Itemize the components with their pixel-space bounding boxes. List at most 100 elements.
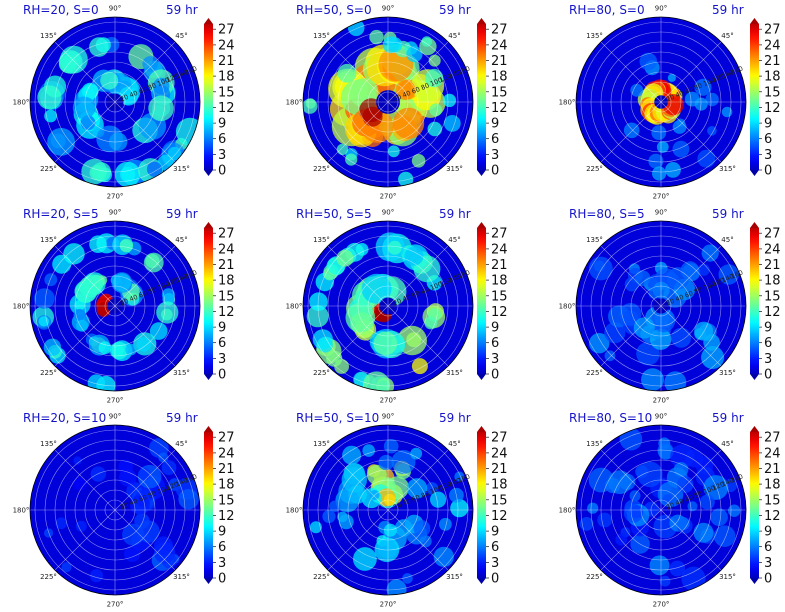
angle-tick-label: 315° (719, 369, 736, 377)
angle-tick-label: 90° (655, 5, 667, 13)
precip-cell (44, 109, 57, 123)
panel-title: RH=50, S=10 (296, 411, 379, 425)
angle-tick-label: 225° (586, 165, 603, 173)
grid-spoke (54, 305, 116, 367)
precip-cell (309, 292, 328, 312)
precip-cell (718, 264, 739, 285)
colorbar-bottom-extend (477, 578, 486, 584)
precip-cell (629, 490, 641, 502)
colorbar-tick-label: 24 (491, 38, 508, 53)
precip-cell (429, 103, 443, 117)
grid-spoke (660, 101, 722, 163)
panel-title: RH=20, S=0 (23, 3, 99, 17)
precip-cell (433, 546, 454, 567)
colorbar-fill (204, 24, 213, 170)
precip-cell (604, 350, 616, 362)
precip-cell (353, 547, 377, 571)
radial-tick-label: 60 (683, 289, 694, 300)
radial-tick-label: 20 (392, 93, 403, 104)
precip-cell (670, 444, 695, 469)
polar-frame (575, 220, 747, 392)
colorbar-tick-label: 27 (764, 23, 781, 38)
precip-cell (382, 36, 400, 54)
precip-cell (397, 325, 428, 356)
grid-spoke (114, 101, 176, 163)
precip-cell (425, 482, 439, 495)
radial-tick-label: 20 (392, 501, 403, 512)
field-layer (44, 438, 199, 583)
colorbar-tick-label: 12 (491, 305, 508, 320)
precip-cell (424, 316, 438, 330)
panel-time-label: 59 hr (439, 207, 471, 221)
angle-tick-label: 225° (40, 369, 57, 377)
precip-cell (395, 80, 416, 100)
grid-spoke (660, 449, 722, 511)
colorbar-tick-label: 6 (764, 336, 772, 351)
colorbar-tick-label: 24 (764, 242, 781, 257)
colorbar-fill (477, 24, 486, 170)
colorbar-top-extend (750, 426, 759, 432)
polar-panel: RH=20, S=10 59 hr2040608010012014016090°4… (13, 411, 235, 609)
precip-cell (393, 107, 425, 139)
precip-cell (710, 508, 728, 527)
angle-tick-label: 90° (109, 209, 121, 217)
angle-tick-label: 225° (313, 573, 330, 581)
colorbar-tick-label: 9 (218, 525, 226, 540)
radial-tick-label: 40 (401, 293, 412, 304)
angle-tick-label: 270° (653, 397, 670, 405)
polar-panel: RH=80, S=5 59 hr2040608010012014016090°45… (559, 207, 781, 405)
angle-tick-label: 315° (173, 369, 190, 377)
colorbar-tick-label: 24 (491, 242, 508, 257)
precip-cell (707, 126, 717, 136)
precip-cell (443, 115, 461, 132)
precip-cell (687, 501, 698, 512)
precip-cell (430, 491, 447, 508)
radial-tick-label: 40 (128, 89, 139, 100)
precip-cell (153, 77, 170, 95)
grid-spoke (327, 449, 389, 511)
precip-cell (90, 466, 107, 482)
grid-spoke (327, 509, 389, 571)
angle-tick-label: 270° (653, 193, 670, 201)
angle-tick-label: 135° (40, 440, 57, 448)
precip-cell (406, 478, 428, 499)
colorbar-tick-label: 24 (218, 446, 235, 461)
angle-tick-label: 90° (382, 209, 394, 217)
precip-cell (305, 98, 316, 109)
precip-cell (95, 37, 111, 53)
angle-tick-label: 90° (382, 413, 394, 421)
colorbar-tick-label: 18 (764, 478, 781, 493)
precip-cell (72, 96, 96, 120)
polar-frame (302, 16, 474, 188)
precip-cell (309, 521, 322, 534)
precip-cell (76, 319, 89, 332)
colorbar-tick-label: 6 (218, 132, 226, 147)
angle-tick-label: 225° (313, 369, 330, 377)
grid-spoke (54, 245, 116, 307)
angle-tick-label: 225° (40, 573, 57, 581)
precip-cell (693, 522, 714, 543)
colorbar-top-extend (750, 18, 759, 24)
precip-cell (89, 569, 104, 583)
colorbar-tick-label: 12 (764, 509, 781, 524)
radial-tick-label: 20 (392, 297, 403, 308)
angle-tick-label: 225° (313, 165, 330, 173)
panel-title: RH=50, S=0 (296, 3, 372, 17)
precip-cell (136, 337, 152, 352)
angle-tick-label: 135° (586, 32, 603, 40)
precip-cell (118, 459, 134, 475)
colorbar-tick-label: 12 (218, 509, 235, 524)
precip-cell (306, 305, 329, 328)
colorbar-fill (750, 24, 759, 170)
colorbar-tick-label: 15 (764, 493, 781, 508)
grid-spoke (114, 245, 176, 307)
colorbar-bottom-extend (204, 374, 213, 380)
precip-cell (665, 162, 681, 178)
colorbar-tick-label: 0 (218, 164, 226, 179)
precip-cell (342, 445, 362, 465)
angle-tick-label: 315° (719, 573, 736, 581)
